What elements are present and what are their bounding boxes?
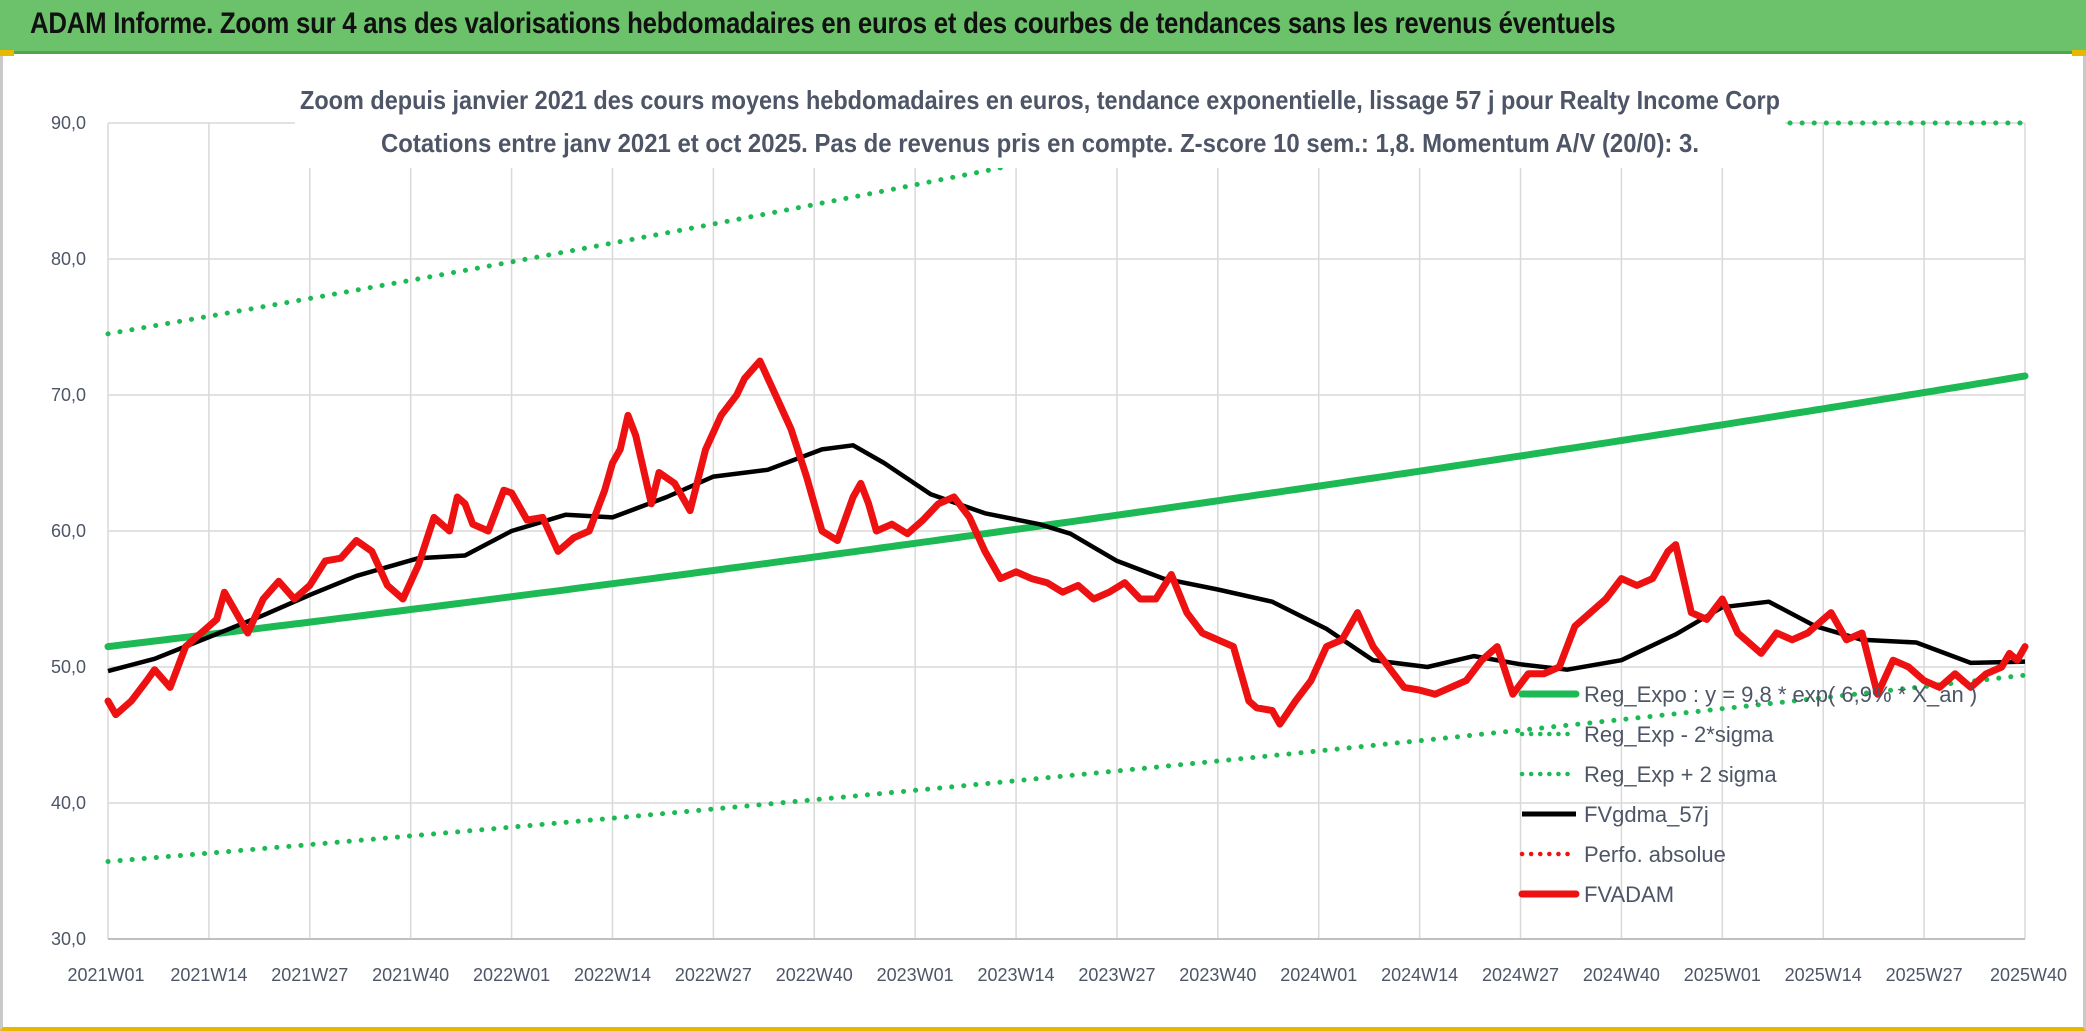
x-tick-label: 2021W40 — [372, 965, 449, 985]
x-tick-label: 2021W01 — [67, 965, 144, 985]
legend-label: Perfo. absolue — [1584, 842, 1726, 867]
legend-label: FVADAM — [1584, 882, 1674, 907]
x-tick-label: 2022W01 — [473, 965, 550, 985]
x-tick-label: 2021W27 — [271, 965, 348, 985]
legend-label: Reg_Exp - 2*sigma — [1584, 722, 1774, 747]
chart-title-line1: Zoom depuis janvier 2021 des cours moyen… — [300, 85, 1780, 115]
y-tick-label: 40,0 — [51, 793, 86, 813]
x-tick-label: 2025W40 — [1990, 965, 2067, 985]
series-line-fvgdma-57j — [107, 443, 2026, 674]
x-tick-label: 2021W14 — [170, 965, 247, 985]
x-tick-label: 2023W40 — [1179, 965, 1256, 985]
x-tick-label: 2025W01 — [1684, 965, 1761, 985]
x-tick-label: 2023W27 — [1078, 965, 1155, 985]
legend: Reg_Expo : y = 9,8 * exp( 6,9% * X_an ) R… — [1518, 682, 1977, 907]
series-line-fvadam — [104, 357, 2029, 728]
y-tick-label: 70,0 — [51, 385, 86, 405]
report-title: ADAM Informe. Zoom sur 4 ans des valoris… — [30, 7, 1616, 40]
x-tick-label: 2024W40 — [1583, 965, 1660, 985]
legend-label: Reg_Expo : y = 9,8 * exp( 6,9% * X_an ) — [1584, 682, 1977, 707]
x-tick-label: 2025W14 — [1785, 965, 1862, 985]
x-axis-ticks: 2021W01 2021W14 2021W27 2021W40 2022W01 2022W… — [67, 965, 2067, 985]
y-axis-ticks: 90,0 80,0 70,0 60,0 50,0 40,0 30,0 — [51, 113, 86, 949]
y-tick-label: 60,0 — [51, 521, 86, 541]
x-tick-label: 2024W14 — [1381, 965, 1458, 985]
chart-title-line2: Cotations entre janv 2021 et oct 2025. P… — [381, 128, 1699, 158]
y-tick-label: 50,0 — [51, 657, 86, 677]
legend-label: Reg_Exp + 2 sigma — [1584, 762, 1777, 787]
x-tick-label: 2024W27 — [1482, 965, 1559, 985]
series-lines — [104, 120, 2029, 864]
chart-title-background — [295, 80, 1785, 168]
x-tick-label: 2022W27 — [675, 965, 752, 985]
y-tick-label: 30,0 — [51, 929, 86, 949]
x-tick-label: 2024W01 — [1280, 965, 1357, 985]
x-tick-label: 2023W14 — [978, 965, 1055, 985]
x-tick-label: 2022W40 — [776, 965, 853, 985]
y-tick-label: 90,0 — [51, 113, 86, 133]
x-tick-label: 2025W27 — [1886, 965, 1963, 985]
legend-label: FVgdma_57j — [1584, 802, 1709, 827]
report-banner: ADAM Informe. Zoom sur 4 ans des valoris… — [0, 0, 2086, 54]
banner-corner-right — [2072, 50, 2086, 56]
x-tick-label: 2023W01 — [877, 965, 954, 985]
x-tick-label: 2022W14 — [574, 965, 651, 985]
series-line-reg-expo — [104, 372, 2029, 651]
banner-corner-left — [0, 50, 14, 56]
y-tick-label: 80,0 — [51, 249, 86, 269]
